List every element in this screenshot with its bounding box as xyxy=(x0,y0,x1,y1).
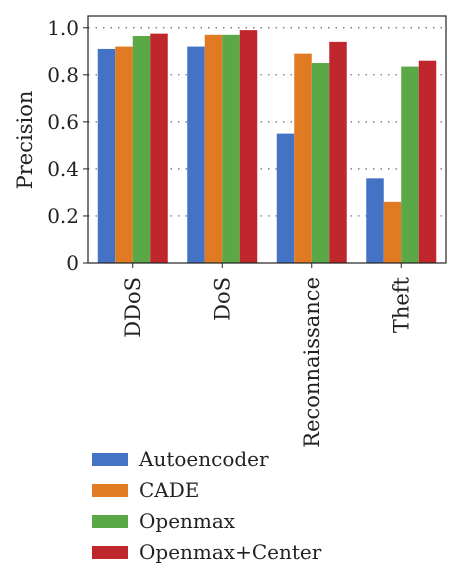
x-tick-label: DoS xyxy=(210,277,234,321)
bar xyxy=(401,66,419,263)
y-tick-label: 0.6 xyxy=(47,110,79,134)
bar xyxy=(150,33,168,264)
legend-label: CADE xyxy=(139,478,199,502)
bar xyxy=(222,34,240,263)
plot-frame xyxy=(87,15,447,264)
y-tick-label: 0.8 xyxy=(47,63,79,87)
bar xyxy=(418,60,437,263)
bar xyxy=(329,41,347,263)
bar xyxy=(239,30,258,263)
legend-swatch xyxy=(92,515,128,528)
legend-label: Openmax+Center xyxy=(139,540,322,564)
legend-swatch xyxy=(92,453,128,466)
x-tick-label: Theft xyxy=(389,276,413,333)
legend-label: Openmax xyxy=(139,509,236,533)
bar xyxy=(311,63,330,263)
legend: Autoencoder CADE Openmax Openmax+Center xyxy=(92,447,322,564)
y-tick-label: 0 xyxy=(66,251,79,275)
bar xyxy=(383,201,402,263)
bar xyxy=(204,34,223,263)
bar xyxy=(294,53,312,264)
legend-swatch xyxy=(92,484,128,497)
y-tick-label: 1.0 xyxy=(47,16,79,40)
bar xyxy=(276,133,295,263)
legend-swatch xyxy=(92,546,128,559)
y-axis-label: Precision xyxy=(13,91,37,190)
y-tick-label: 0.2 xyxy=(47,204,79,228)
x-tick-label: DDoS xyxy=(121,277,145,338)
bar xyxy=(115,46,133,264)
bar xyxy=(97,48,116,263)
y-tick-label: 0.4 xyxy=(47,157,79,181)
plot-area xyxy=(83,15,447,268)
y-axis-ticks: 0 0.2 0.4 0.6 0.8 1.0 xyxy=(47,16,79,275)
bar xyxy=(366,178,384,263)
bar xyxy=(132,35,151,263)
x-axis-categories: DDoS DoS Reconnaissance Theft xyxy=(121,276,414,447)
legend-label: Autoencoder xyxy=(138,447,269,471)
x-tick-label: Reconnaissance xyxy=(300,277,324,448)
bar xyxy=(187,46,205,264)
